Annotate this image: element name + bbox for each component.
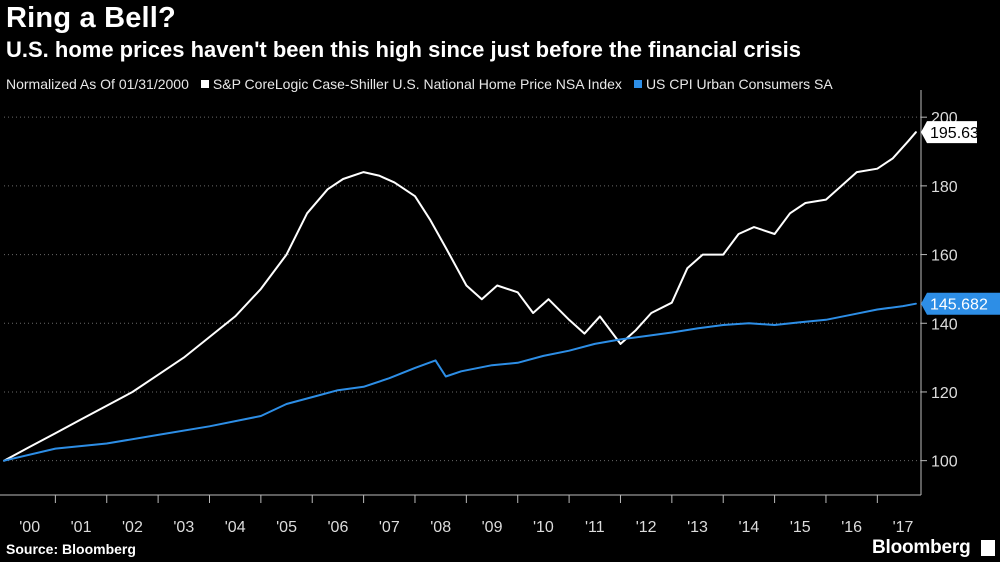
normalization-note: Normalized As Of 01/31/2000 (6, 76, 189, 92)
x-tick-label-17: '17 (893, 519, 914, 536)
series-line-1 (3, 302, 917, 462)
x-tick-label-09: '09 (482, 519, 503, 536)
chart-title: Ring a Bell? (6, 2, 176, 34)
legend-item-cpi: US CPI Urban Consumers SA (633, 76, 833, 92)
series-line-0 (3, 131, 917, 462)
legend-label-cpi: US CPI Urban Consumers SA (645, 76, 833, 92)
x-tick-label-07: '07 (379, 519, 400, 536)
y-tick-label-100: 100 (931, 454, 958, 471)
y-tick-label-180: 180 (931, 179, 958, 196)
legend-swatch-home-price (200, 80, 209, 88)
y-tick-label-160: 160 (931, 248, 958, 265)
x-tick-label-03: '03 (173, 519, 194, 536)
y-tick-label-120: 120 (931, 385, 958, 402)
legend-swatch-cpi (633, 80, 642, 88)
x-tick-label-08: '08 (430, 519, 451, 536)
x-tick-label-16: '16 (841, 519, 862, 536)
bloomberg-mark-icon (981, 540, 995, 556)
x-tick-label-15: '15 (790, 519, 811, 536)
x-tick-label-10: '10 (533, 519, 554, 536)
end-value-label-1: 145.682 (930, 297, 988, 314)
x-tick-label-13: '13 (687, 519, 708, 536)
y-tick-label-140: 140 (931, 316, 958, 333)
legend: Normalized As Of 01/31/2000 S&P CoreLogi… (6, 76, 833, 92)
legend-item-home-price: S&P CoreLogic Case-Shiller U.S. National… (200, 76, 622, 92)
x-tick-label-02: '02 (122, 519, 143, 536)
x-tick-label-14: '14 (738, 519, 759, 536)
chart-subtitle: U.S. home prices haven't been this high … (6, 37, 801, 62)
x-tick-label-04: '04 (225, 519, 246, 536)
end-value-badge-0 (921, 121, 977, 144)
end-value-badge-1 (921, 292, 1000, 315)
end-value-label-0: 195.63 (930, 125, 979, 142)
x-tick-label-06: '06 (327, 519, 348, 536)
x-tick-label-01: '01 (71, 519, 92, 536)
source-note: Source: Bloomberg (6, 541, 136, 557)
legend-label-home-price: S&P CoreLogic Case-Shiller U.S. National… (212, 76, 622, 92)
x-tick-label-11: '11 (585, 519, 605, 536)
x-tick-label-05: '05 (276, 519, 297, 536)
x-tick-label-00: '00 (19, 519, 40, 536)
x-tick-label-12: '12 (636, 519, 657, 536)
bloomberg-logo: Bloomberg (872, 537, 971, 558)
